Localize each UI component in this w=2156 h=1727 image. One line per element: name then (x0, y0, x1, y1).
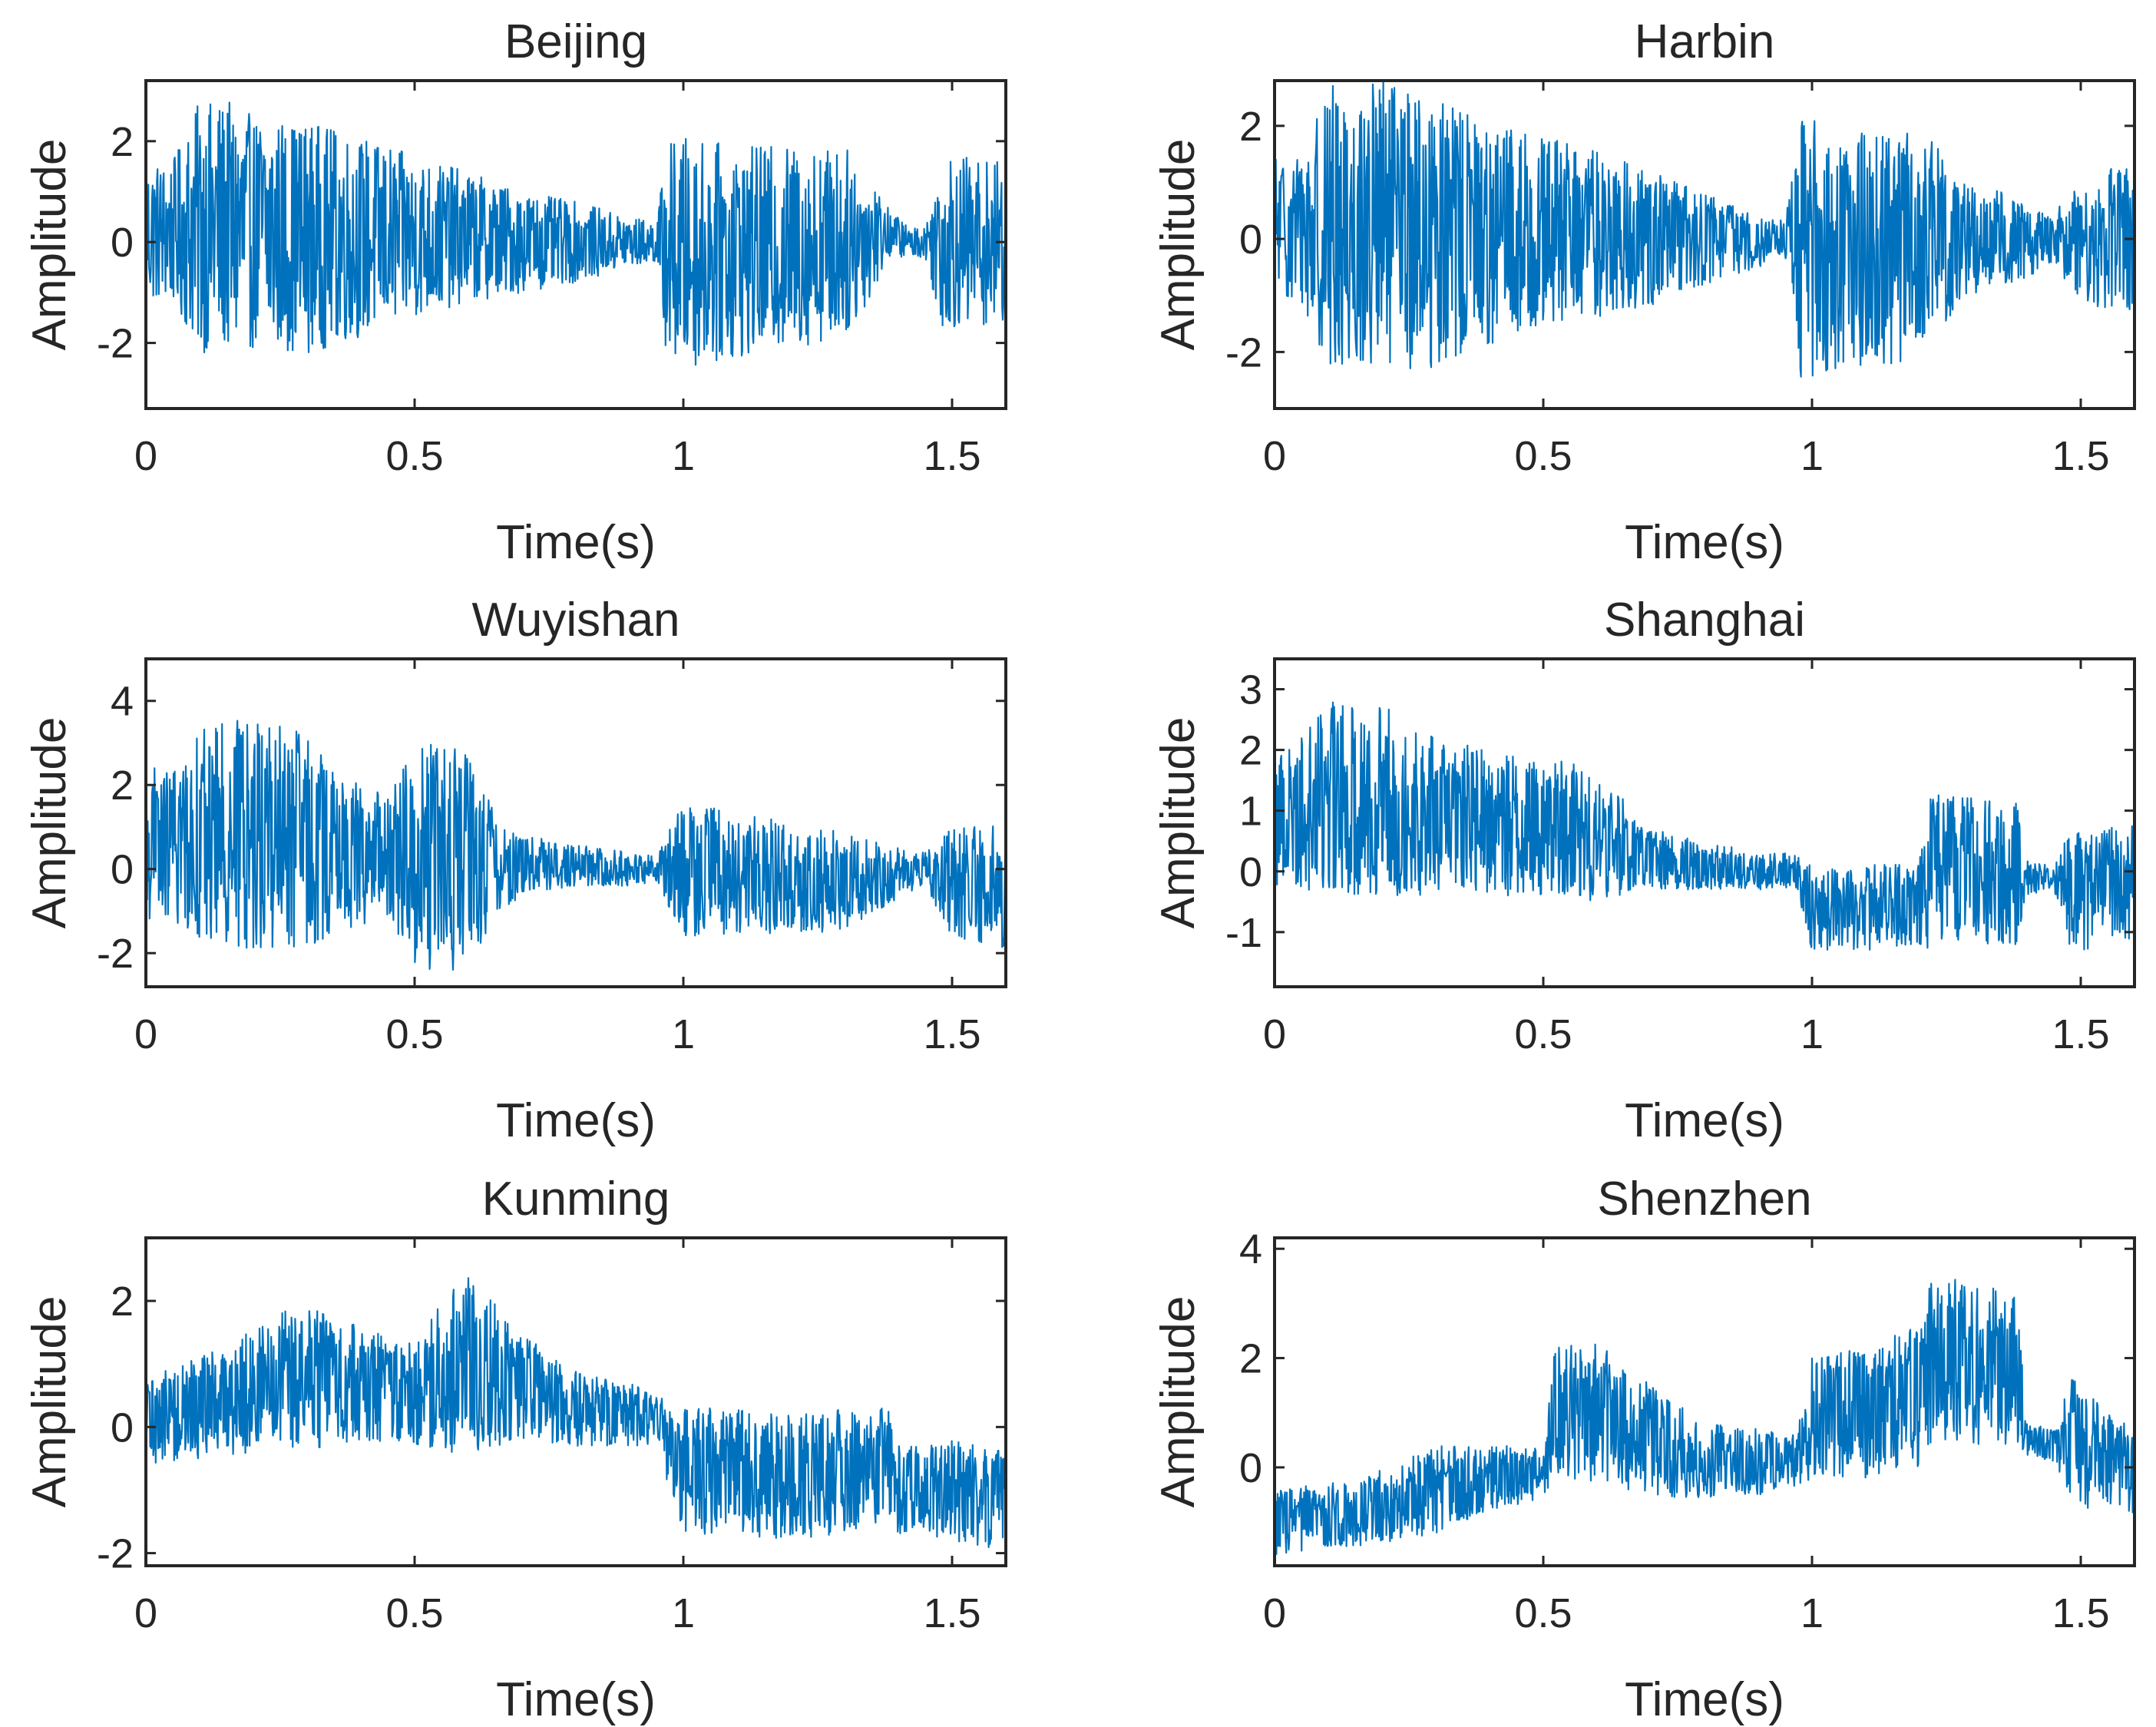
series-line (1273, 1279, 2136, 1555)
x-axis-label: Time(s) (496, 516, 656, 569)
x-tick-label: 1.5 (923, 1011, 980, 1057)
axes-box (144, 79, 1007, 410)
panel-harbin: Harbin Time(s) Amplitude 0 0.5 1 1.5 -2 0 2 (1152, 15, 2136, 569)
x-tick-label: 1.5 (2052, 1590, 2109, 1636)
x-tick-label: 1.5 (2052, 1011, 2109, 1057)
x-axis-label: Time(s) (496, 1673, 656, 1726)
x-tick-label: 0.5 (385, 1011, 443, 1057)
x-axis-label: Time(s) (1625, 1094, 1784, 1147)
y-tick-label: 2 (1239, 728, 1262, 774)
y-tick-label: -2 (1225, 329, 1262, 376)
y-tick-label: 0 (1239, 217, 1262, 263)
panel-title: Beijing (504, 15, 647, 68)
x-tick-label: 1 (672, 1590, 695, 1636)
x-tick-label: 0 (134, 1011, 157, 1057)
x-tick-label: 1.5 (923, 1590, 980, 1636)
series-line (144, 720, 1007, 971)
x-tick-label: 0 (134, 1590, 157, 1636)
panel-title: Harbin (1635, 15, 1775, 68)
x-axis-label: Time(s) (1625, 516, 1784, 569)
y-axis-label: Amplitude (1152, 1296, 1205, 1508)
y-tick-label: 2 (1239, 104, 1262, 150)
y-tick-label: 2 (111, 763, 134, 809)
series-line (1273, 701, 2136, 951)
y-tick-label: 2 (1239, 1336, 1262, 1382)
x-tick-label: 1 (1801, 1590, 1824, 1636)
x-tick-label: 0.5 (385, 433, 443, 479)
x-tick-label: 0 (1263, 1011, 1286, 1057)
panel-title: Wuyishan (471, 594, 680, 647)
panel-title: Shenzhen (1597, 1173, 1811, 1226)
series-line (144, 101, 1007, 366)
x-axis-label: Time(s) (496, 1094, 656, 1147)
y-axis-label: Amplitude (23, 139, 76, 351)
y-tick-label: 0 (111, 220, 134, 266)
axes-box (1273, 79, 2136, 410)
axes-box (1273, 1236, 2136, 1567)
x-tick-label: 0 (1263, 433, 1286, 479)
x-tick-label: 0.5 (1514, 433, 1572, 479)
x-tick-label: 1 (672, 1011, 695, 1057)
panel-shenzhen: Shenzhen Time(s) Amplitude 0 0.5 1 1.5 0 2 4 (1152, 1173, 2136, 1726)
axes-box (144, 657, 1007, 988)
x-tick-label: 0.5 (1514, 1590, 1572, 1636)
x-tick-label: 0 (134, 433, 157, 479)
y-axis-label: Amplitude (23, 1296, 76, 1508)
y-tick-label: 4 (111, 679, 134, 725)
y-tick-label: 0 (1239, 849, 1262, 895)
y-tick-label: 4 (1239, 1226, 1262, 1272)
axes-box (144, 1236, 1007, 1567)
x-axis-label: Time(s) (1625, 1673, 1784, 1726)
series-line (1273, 81, 2136, 378)
y-tick-label: 0 (111, 1404, 134, 1451)
series-line (144, 1277, 1007, 1548)
panel-beijing: Beijing Time(s) Amplitude 0 0.5 1 1.5 -2 0 2 (23, 15, 1007, 569)
panel-shanghai: Shanghai Time(s) Amplitude 0 0.5 1 1.5 -1 0 1 2… (1152, 594, 2136, 1147)
x-tick-label: 0 (1263, 1590, 1286, 1636)
x-tick-label: 1 (1801, 1011, 1824, 1057)
x-tick-label: 1.5 (2052, 433, 2109, 479)
y-axis-label: Amplitude (1152, 139, 1205, 351)
y-axis-label: Amplitude (1152, 717, 1205, 929)
y-tick-label: 2 (111, 119, 134, 165)
panel-title: Kunming (482, 1173, 670, 1226)
axes-box (1273, 657, 2136, 988)
panel-title: Shanghai (1604, 594, 1805, 647)
panel-kunming: Kunming Time(s) Amplitude 0 0.5 1 1.5-202 (23, 1173, 1007, 1726)
y-tick-label: 1 (1239, 789, 1262, 835)
y-tick-label: 3 (1239, 667, 1262, 713)
y-axis-label: Amplitude (23, 717, 76, 929)
y-tick-label: 0 (1239, 1445, 1262, 1491)
y-tick-label: -2 (97, 321, 134, 367)
x-tick-label: 1 (672, 433, 695, 479)
y-tick-label: -2 (97, 1531, 134, 1577)
x-tick-label: 0.5 (1514, 1011, 1572, 1057)
y-tick-label: 0 (111, 847, 134, 893)
x-tick-label: 0.5 (385, 1590, 443, 1636)
y-tick-label: 2 (111, 1279, 134, 1325)
x-tick-label: 1.5 (923, 433, 980, 479)
x-tick-label: 1 (1801, 433, 1824, 479)
y-tick-label: -2 (97, 931, 134, 977)
y-tick-label: -1 (1225, 910, 1262, 956)
